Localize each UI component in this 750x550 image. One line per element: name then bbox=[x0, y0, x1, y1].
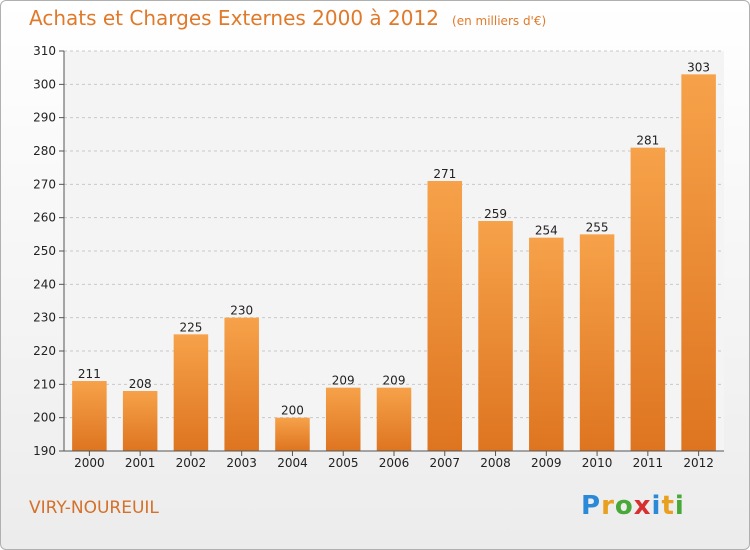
x-tick-label: 2001 bbox=[125, 456, 156, 470]
chart-title: Achats et Charges Externes 2000 à 2012 (… bbox=[29, 6, 546, 30]
x-tick-label: 2006 bbox=[379, 456, 410, 470]
logo-letter: t bbox=[661, 491, 675, 521]
y-tick-label: 190 bbox=[33, 444, 56, 458]
x-tick-label: 2011 bbox=[633, 456, 664, 470]
bar-value-label: 281 bbox=[636, 134, 659, 148]
bar-2010 bbox=[579, 234, 615, 451]
x-tick-label: 2002 bbox=[176, 456, 207, 470]
bar-2009 bbox=[529, 237, 564, 451]
chart-title-text: Achats et Charges Externes 2000 à 2012 bbox=[29, 6, 439, 30]
bar-2012 bbox=[681, 74, 716, 451]
x-tick-label: 2009 bbox=[531, 456, 562, 470]
y-tick-label: 210 bbox=[33, 377, 56, 391]
bar-value-label: 225 bbox=[179, 320, 202, 334]
x-tick-label: 2010 bbox=[582, 456, 613, 470]
bar-2000 bbox=[72, 381, 107, 451]
city-name: VIRY-NOUREUIL bbox=[29, 498, 159, 518]
bar-value-label: 209 bbox=[332, 374, 355, 388]
bar-2007 bbox=[427, 181, 463, 451]
y-tick-label: 270 bbox=[33, 177, 56, 191]
y-tick-label: 260 bbox=[33, 211, 56, 225]
bar-2003 bbox=[224, 317, 259, 451]
y-tick-label: 310 bbox=[33, 44, 56, 58]
logo-letter: x bbox=[633, 491, 652, 521]
logo-letter: P bbox=[581, 491, 602, 521]
x-tick-label: 2007 bbox=[429, 456, 460, 470]
bar-2002 bbox=[173, 334, 209, 451]
bar-2004 bbox=[275, 417, 310, 451]
x-tick-label: 2008 bbox=[480, 456, 511, 470]
x-tick-label: 2012 bbox=[683, 456, 714, 470]
bar-value-label: 209 bbox=[383, 374, 406, 388]
y-tick-label: 290 bbox=[33, 111, 56, 125]
bar-value-label: 271 bbox=[433, 167, 456, 181]
bar-value-label: 230 bbox=[230, 304, 253, 318]
bar-value-label: 254 bbox=[535, 224, 558, 238]
bar-2006 bbox=[376, 387, 412, 451]
y-tick-label: 200 bbox=[33, 411, 56, 425]
bar-2011 bbox=[630, 147, 666, 451]
logo-letter: o bbox=[614, 491, 634, 521]
y-tick-label: 280 bbox=[33, 144, 56, 158]
bar-2001 bbox=[122, 391, 158, 451]
bar-value-label: 211 bbox=[78, 367, 101, 381]
logo-letter: i bbox=[651, 491, 662, 521]
x-tick-label: 2003 bbox=[226, 456, 257, 470]
bar-2008 bbox=[478, 221, 513, 451]
x-tick-label: 2000 bbox=[74, 456, 105, 470]
x-tick-label: 2005 bbox=[328, 456, 359, 470]
proxiti-logo: Proxiti bbox=[581, 491, 685, 521]
bar-value-label: 255 bbox=[586, 220, 609, 234]
x-tick-label: 2004 bbox=[277, 456, 308, 470]
bar-value-label: 208 bbox=[129, 377, 152, 391]
y-tick-label: 300 bbox=[33, 77, 56, 91]
logo-letter: i bbox=[674, 491, 685, 521]
logo-letter: r bbox=[601, 491, 615, 521]
bar-value-label: 303 bbox=[687, 60, 710, 74]
y-tick-label: 240 bbox=[33, 277, 56, 291]
y-tick-label: 250 bbox=[33, 244, 56, 258]
bar-2005 bbox=[325, 387, 361, 451]
bar-value-label: 259 bbox=[484, 207, 507, 221]
chart-unit: (en milliers d'€) bbox=[452, 14, 547, 28]
bar-value-label: 200 bbox=[281, 404, 304, 418]
y-tick-label: 220 bbox=[33, 344, 56, 358]
y-tick-label: 230 bbox=[33, 311, 56, 325]
